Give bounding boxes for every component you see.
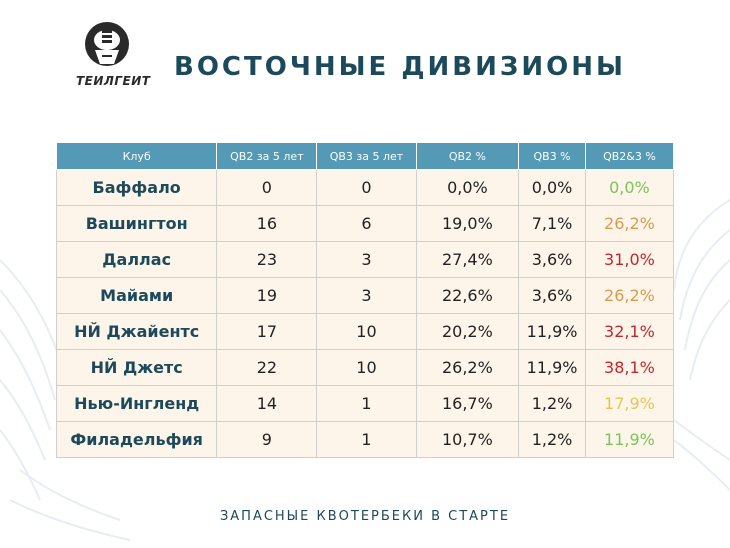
- cell-qb2-pct: 19,0%: [415, 205, 520, 242]
- cell-qb3: 1: [316, 385, 417, 422]
- cell-qb2-pct: 0,0%: [415, 169, 520, 206]
- cell-qb3-pct: 11,9%: [518, 349, 586, 386]
- cell-qb3-pct: 1,2%: [518, 385, 586, 422]
- cell-club: НЙ Джетс: [55, 349, 218, 386]
- column-header-qb23-pct: QB2&3 %: [584, 142, 675, 170]
- cell-qb2-pct: 26,2%: [415, 349, 520, 386]
- table-row: НЙ Джетс 22 10 26,2% 11,9% 38,1%: [55, 349, 675, 386]
- cell-qb3: 6: [316, 205, 417, 242]
- table-row: Вашингтон 16 6 19,0% 7,1% 26,2%: [55, 205, 675, 242]
- table-body: Баффало 0 0 0,0% 0,0% 0,0% Вашингтон 16 6 19,0% 7,…: [55, 169, 675, 458]
- cell-qb23-pct: 17,9%: [584, 385, 675, 422]
- cell-club: Вашингтон: [55, 205, 218, 242]
- cell-qb23-pct: 32,1%: [584, 313, 675, 350]
- cell-qb3-pct: 3,6%: [518, 241, 586, 278]
- cell-qb2: 19: [216, 277, 318, 314]
- cell-qb2: 23: [216, 241, 318, 278]
- cell-qb3-pct: 0,0%: [518, 169, 586, 206]
- cell-qb2-pct: 16,7%: [415, 385, 520, 422]
- column-header-qb2: QB2 за 5 лет: [216, 142, 318, 170]
- cell-club: Даллас: [55, 241, 218, 278]
- cell-qb2: 9: [216, 421, 318, 458]
- table-row: НЙ Джайентс 17 10 20,2% 11,9% 32,1%: [55, 313, 675, 350]
- cell-qb23-pct: 26,2%: [584, 205, 675, 242]
- page-title: ВОСТОЧНЫЕ ДИВИЗИОНЫ: [174, 52, 626, 82]
- cell-qb3: 1: [316, 421, 417, 458]
- cell-qb2-pct: 22,6%: [415, 277, 520, 314]
- cell-qb23-pct: 26,2%: [584, 277, 675, 314]
- cell-qb3: 10: [316, 313, 417, 350]
- table-row: Майами 19 3 22,6% 3,6% 26,2%: [55, 277, 675, 314]
- table-row: Даллас 23 3 27,4% 3,6% 31,0%: [55, 241, 675, 278]
- cell-qb2: 14: [216, 385, 318, 422]
- cell-qb3-pct: 7,1%: [518, 205, 586, 242]
- cell-qb2-pct: 27,4%: [415, 241, 520, 278]
- cell-qb3-pct: 3,6%: [518, 277, 586, 314]
- cell-qb2-pct: 20,2%: [415, 313, 520, 350]
- footer-caption: ЗАПАСНЫЕ КВОТЕРБЕКИ В СТАРТЕ: [219, 509, 511, 524]
- cell-qb23-pct: 11,9%: [584, 421, 675, 458]
- table-header-row: Клуб QB2 за 5 лет QB3 за 5 лет QB2 % QB3…: [55, 142, 675, 170]
- cell-qb23-pct: 0,0%: [584, 169, 675, 206]
- logo-text: ТЕИЛГЕИТ: [76, 74, 151, 88]
- cell-qb3: 0: [316, 169, 417, 206]
- stats-table: Клуб QB2 за 5 лет QB3 за 5 лет QB2 % QB3…: [55, 142, 675, 458]
- table-row: Баффало 0 0 0,0% 0,0% 0,0%: [55, 169, 675, 206]
- cell-club: НЙ Джайентс: [55, 313, 218, 350]
- cell-qb3-pct: 11,9%: [518, 313, 586, 350]
- cell-qb3: 3: [316, 277, 417, 314]
- cell-qb3-pct: 1,2%: [518, 421, 586, 458]
- cell-qb3: 3: [316, 241, 417, 278]
- cell-qb2: 17: [216, 313, 318, 350]
- cell-club: Майами: [55, 277, 218, 314]
- logo-icon: [85, 22, 129, 66]
- column-header-club: Клуб: [55, 142, 218, 170]
- cell-qb23-pct: 38,1%: [584, 349, 675, 386]
- cell-club: Нью-Ингленд: [55, 385, 218, 422]
- cell-qb2: 0: [216, 169, 318, 206]
- column-header-qb2-pct: QB2 %: [415, 142, 520, 170]
- cell-qb3: 10: [316, 349, 417, 386]
- cell-qb2: 16: [216, 205, 318, 242]
- cell-qb2-pct: 10,7%: [415, 421, 520, 458]
- cell-club: Баффало: [55, 169, 218, 206]
- cell-qb2: 22: [216, 349, 318, 386]
- table-row: Нью-Ингленд 14 1 16,7% 1,2% 17,9%: [55, 385, 675, 422]
- cell-qb23-pct: 31,0%: [584, 241, 675, 278]
- cell-club: Филадельфия: [55, 421, 218, 458]
- column-header-qb3-pct: QB3 %: [518, 142, 586, 170]
- column-header-qb3: QB3 за 5 лет: [316, 142, 417, 170]
- table-row: Филадельфия 9 1 10,7% 1,2% 11,9%: [55, 421, 675, 458]
